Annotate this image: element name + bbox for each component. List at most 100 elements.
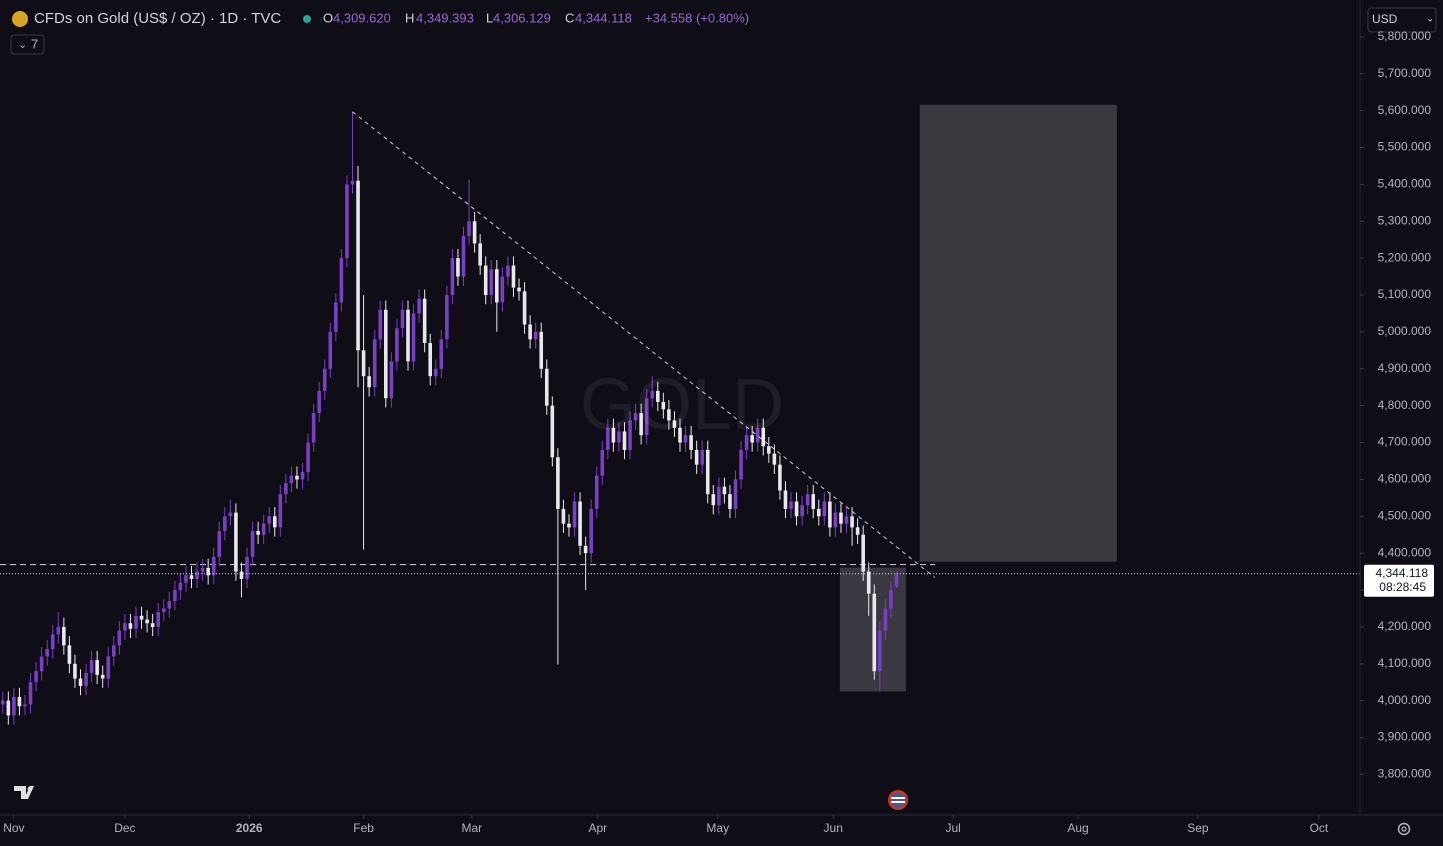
candle-body — [217, 531, 222, 557]
candle-body — [161, 608, 166, 613]
x-tick-label: 2026 — [236, 821, 263, 835]
candle-body — [167, 601, 172, 609]
y-tick-label: 4,900.000 — [1378, 361, 1432, 375]
candle-body — [483, 265, 488, 296]
candle-body — [839, 512, 843, 524]
plot-area — [0, 104, 1360, 725]
candle-body — [894, 573, 899, 587]
candle-body — [844, 516, 849, 524]
candle-body — [422, 298, 427, 343]
y-tick-label: 5,600.000 — [1378, 103, 1432, 117]
candle-body — [511, 265, 516, 288]
x-tick-label: Sep — [1187, 821, 1209, 835]
candle-body — [678, 427, 682, 443]
candle-body — [372, 339, 377, 388]
market-status — [303, 15, 311, 23]
symbol-icon — [12, 11, 28, 27]
y-tick-label: 5,300.000 — [1378, 213, 1432, 227]
candle-body — [50, 634, 55, 650]
candle-body — [728, 494, 732, 509]
candle-body — [439, 339, 444, 369]
y-tick-label: 3,900.000 — [1378, 730, 1432, 744]
currency-button[interactable] — [1367, 7, 1437, 33]
y-tick-label: 4,700.000 — [1378, 435, 1432, 449]
x-tick-label: Aug — [1067, 821, 1088, 835]
candle-body — [667, 409, 671, 421]
indicators-count: 7 — [31, 36, 38, 51]
candle-body — [583, 545, 588, 554]
candle-body — [406, 309, 410, 362]
candle-body — [816, 508, 821, 517]
y-tick-label: 5,700.000 — [1378, 66, 1432, 80]
candle-body — [234, 512, 238, 572]
x-tick-label: Apr — [589, 821, 608, 835]
candle-body — [150, 623, 155, 627]
chevron: ⌄ — [18, 39, 27, 51]
candle-body — [128, 623, 133, 629]
y-tick-label: 3,800.000 — [1378, 767, 1432, 781]
candle-body — [567, 523, 571, 528]
candle-body — [12, 696, 16, 716]
candle-body — [189, 575, 194, 579]
candle-body — [744, 435, 749, 450]
y-tick-label: 5,100.000 — [1378, 287, 1432, 301]
candle-body — [367, 376, 371, 388]
candle-body — [705, 449, 710, 495]
legend-value: 4,306.129 — [493, 10, 551, 25]
candle-body — [828, 501, 832, 528]
candle-body — [223, 516, 227, 532]
x-tick-label: Mar — [462, 821, 483, 835]
candle-body — [506, 265, 510, 277]
countdown: 08:28:45 — [1379, 580, 1426, 594]
y-tick-label: 5,500.000 — [1378, 140, 1432, 154]
candle-body — [711, 494, 716, 506]
candle-body — [805, 494, 810, 506]
candle-body — [495, 269, 499, 303]
candle-body — [78, 678, 83, 686]
candle-body — [0, 700, 5, 705]
x-tick-label: Nov — [3, 821, 24, 835]
candle-body — [872, 593, 877, 672]
candle-body — [517, 287, 521, 292]
candle-body — [84, 673, 88, 686]
candle-body — [445, 295, 449, 340]
event-flag — [888, 790, 908, 810]
indicators-toggle[interactable] — [10, 34, 45, 55]
candle-body — [383, 309, 388, 399]
candle-body — [328, 331, 333, 369]
candle-body — [156, 612, 161, 627]
candle-body — [700, 449, 705, 465]
y-tick-label: 4,400.000 — [1378, 545, 1432, 559]
candle-body — [184, 575, 188, 583]
candle-body — [245, 556, 249, 579]
candle-body — [750, 435, 754, 443]
candle-body — [89, 660, 94, 674]
candle-body — [6, 700, 11, 716]
candle-body — [295, 475, 299, 480]
candle-body — [628, 420, 632, 450]
candle-body — [683, 435, 688, 443]
candle-body — [866, 571, 871, 594]
candle-body — [389, 361, 394, 399]
legend-key: H — [405, 10, 414, 25]
candle-body — [272, 516, 277, 528]
change: +34.558 (+0.80%) — [645, 10, 749, 25]
candle-body — [361, 350, 366, 377]
candle-body — [878, 630, 882, 672]
candle-body — [300, 472, 305, 480]
settings-icon[interactable] — [1397, 822, 1411, 836]
candle-body — [345, 184, 349, 259]
candle-body — [778, 464, 782, 491]
candle-body — [794, 501, 799, 517]
candle-body — [145, 619, 149, 624]
candle-body — [195, 571, 199, 579]
candle-body — [767, 446, 771, 454]
candle-body — [395, 328, 399, 362]
candle-body — [356, 180, 360, 351]
candle-body — [106, 656, 111, 679]
candle-body — [56, 626, 61, 635]
candle-body — [289, 475, 294, 484]
candle-body — [450, 258, 455, 296]
candle-body — [572, 501, 577, 528]
